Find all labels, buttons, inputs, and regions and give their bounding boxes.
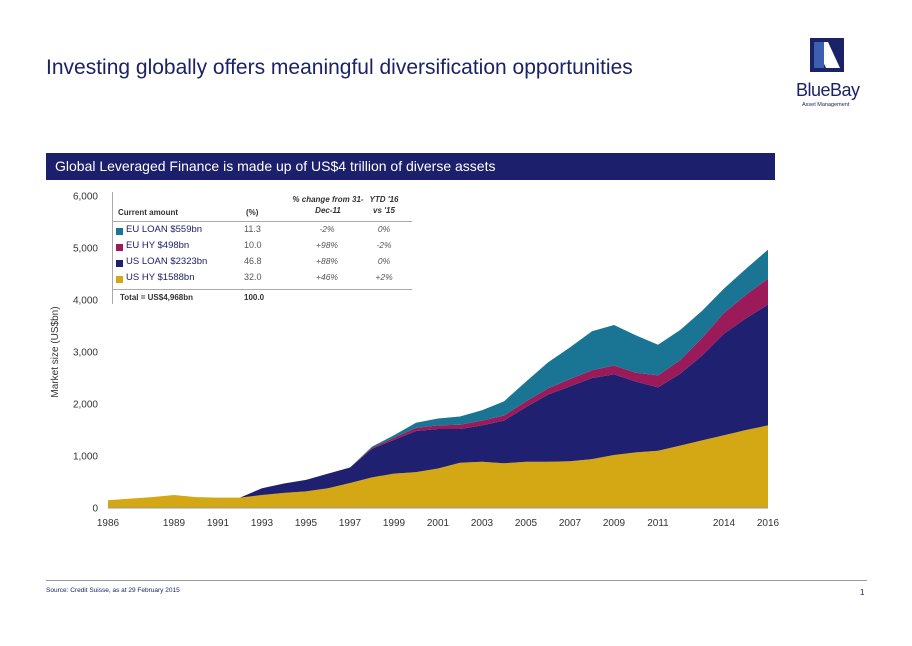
legend-pct: 32.0	[244, 272, 262, 282]
table-divider	[112, 221, 412, 222]
legend-ytd: +2%	[375, 272, 393, 282]
legend-swatch	[116, 276, 123, 283]
section-banner: Global Leveraged Finance is made up of U…	[46, 153, 775, 180]
x-tick-label: 2005	[515, 518, 538, 529]
source-note: Source: Credit Suisse, as at 29 February…	[46, 587, 180, 594]
legend-change: +98%	[316, 240, 338, 250]
y-tick-label: 0	[92, 504, 98, 515]
page-title: Investing globally offers meaningful div…	[46, 56, 633, 79]
legend-swatch	[116, 244, 123, 251]
y-tick-label: 2,000	[73, 400, 98, 411]
logo-name: BlueBay	[796, 80, 860, 100]
legend-pct: 11.3	[244, 224, 261, 234]
legend-pct: 10.0	[244, 240, 262, 250]
x-tick-label: 1991	[207, 518, 230, 529]
col-amount-header: Current amount	[118, 208, 178, 217]
total-label: Total = US$4,968bn	[120, 293, 193, 302]
footer-divider	[46, 580, 867, 581]
col-pct-header: (%)	[246, 208, 259, 217]
legend-label: EU LOAN $559bn	[126, 224, 203, 235]
bluebay-mark-icon	[810, 38, 844, 72]
x-tick-label: 1997	[339, 518, 362, 529]
y-tick-label: 1,000	[73, 452, 98, 463]
x-tick-label: 2014	[713, 518, 736, 529]
total-pct: 100.0	[244, 293, 265, 302]
y-tick-label: 5,000	[73, 244, 98, 255]
x-tick-label: 1989	[163, 518, 186, 529]
y-tick-label: 4,000	[73, 296, 98, 307]
legend-change: +46%	[316, 272, 338, 282]
legend-change: +88%	[316, 256, 338, 266]
legend-swatch	[116, 228, 123, 235]
logo-subtitle: Asset Management	[802, 102, 850, 108]
area-us-loan	[108, 304, 768, 501]
table-left-border	[112, 192, 113, 304]
x-tick-label: 2011	[647, 518, 669, 529]
legend-ytd: -2%	[376, 240, 392, 250]
col-ytd-header: YTD '16 vs '15	[369, 195, 399, 215]
x-tick-label: 2003	[471, 518, 494, 529]
legend-swatch	[116, 260, 123, 267]
x-tick-label: 2007	[559, 518, 582, 529]
y-tick-label: 6,000	[73, 192, 98, 203]
x-tick-label: 1993	[251, 518, 274, 529]
legend-label: EU HY $498bn	[126, 240, 190, 251]
legend-label: US LOAN $2323bn	[126, 256, 208, 267]
x-tick-label: 1995	[295, 518, 318, 529]
page-number: 1	[860, 588, 865, 597]
legend-change: -2%	[319, 224, 335, 234]
legend-ytd: 0%	[377, 224, 391, 234]
legend-pct: 46.8	[244, 256, 262, 266]
legend-label: US HY $1588bn	[126, 272, 195, 283]
y-axis-label: Market size (US$bn)	[50, 306, 61, 397]
x-tick-label: 1986	[97, 518, 120, 529]
bluebay-logo: BlueBay Asset Management	[796, 38, 876, 118]
x-tick-label: 1999	[383, 518, 406, 529]
table-total-divider	[112, 289, 412, 290]
y-tick-label: 3,000	[73, 348, 98, 359]
x-tick-label: 2016	[757, 518, 780, 529]
x-tick-label: 2001	[427, 518, 450, 529]
x-tick-label: 2009	[603, 518, 626, 529]
col-change-header: % change from 31-Dec-11	[292, 195, 364, 215]
area-us-hy	[108, 425, 768, 508]
legend-ytd: 0%	[377, 256, 391, 266]
